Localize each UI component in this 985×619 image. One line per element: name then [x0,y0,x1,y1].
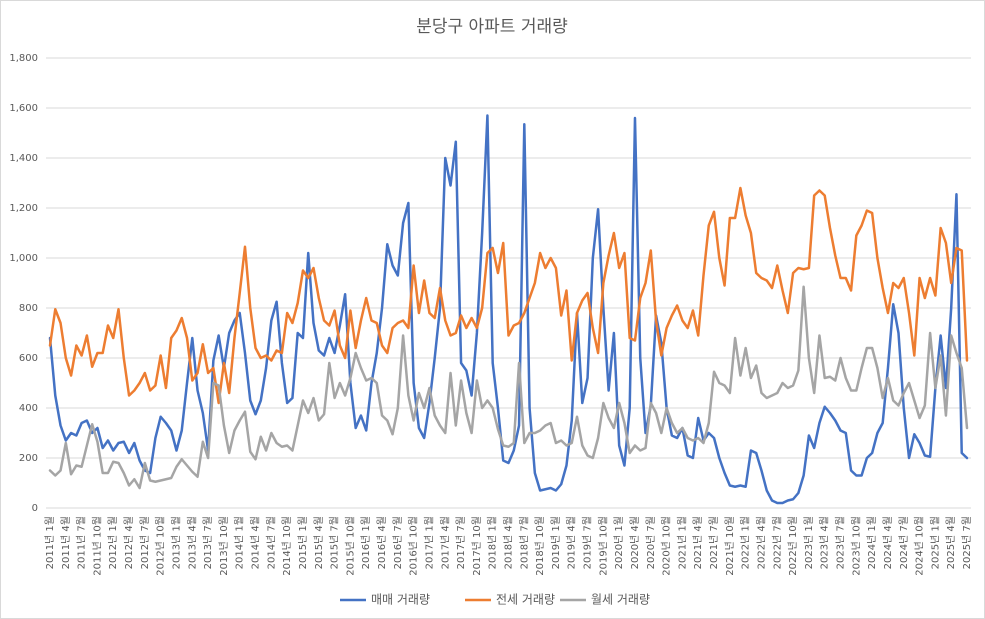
x-tick-label: 2017년 7월 [455,516,467,569]
x-tick-label: 2023년 1월 [803,516,815,569]
x-tick-label: 2014년 1월 [234,516,246,569]
x-tick-label: 2022년 1월 [740,516,752,569]
x-tick-label: 2024년 7월 [898,516,910,569]
legend-label: 매매 거래량 [371,593,430,607]
y-tick-label: 1,200 [9,203,38,214]
x-tick-label: 2015년 10월 [344,516,356,576]
x-tick-label: 2024년 1월 [866,516,878,569]
x-tick-label: 2025년 7월 [961,516,973,569]
x-tick-label: 2021년 10월 [724,516,736,576]
y-tick-label: 600 [19,353,38,364]
x-tick-label: 2014년 10월 [281,516,293,576]
x-tick-label: 2018년 4월 [503,516,515,569]
x-tick-label: 2020년 4월 [629,516,641,569]
x-tick-label: 2017년 4월 [439,516,451,569]
series-line [48,114,969,505]
legend-label: 전세 거래량 [496,593,555,607]
x-tick-label: 2015년 7월 [329,516,341,569]
x-tick-label: 2017년 1월 [423,516,435,569]
y-tick-label: 1,800 [9,53,38,64]
x-tick-label: 2015년 4월 [313,516,325,569]
x-tick-label: 2021년 1월 [676,516,688,569]
x-tick-label: 2021년 7월 [708,516,720,569]
x-tick-label: 2015년 1월 [297,516,309,569]
x-tick-label: 2019년 7월 [582,516,594,569]
chart-title: 분당구 아파트 거래량 [416,17,568,37]
series-line [48,186,969,405]
x-tick-label: 2023년 7월 [835,516,847,569]
x-tick-label: 2025년 1월 [929,516,941,569]
x-tick-label: 2024년 10월 [914,516,926,576]
x-tick-label: 2019년 4월 [566,516,578,569]
x-tick-label: 2016년 10월 [408,516,420,576]
x-tick-label: 2011년 1월 [44,516,56,569]
x-tick-label: 2011년 10월 [91,516,103,576]
x-tick-label: 2019년 1월 [550,516,562,569]
y-tick-label: 0 [32,503,38,514]
x-tick-label: 2016년 7월 [392,516,404,569]
y-tick-label: 1,000 [9,253,38,264]
x-tick-label: 2022년 7월 [771,516,783,569]
series-line [48,285,969,490]
x-tick-label: 2022년 4월 [755,516,767,569]
y-tick-label: 400 [19,403,38,414]
x-tick-label: 2014년 7월 [265,516,277,569]
y-tick-label: 1,600 [9,103,38,114]
x-tick-label: 2013년 1월 [170,516,182,569]
x-tick-label: 2014년 4월 [250,516,262,569]
y-tick-label: 1,400 [9,153,38,164]
y-tick-label: 200 [19,453,38,464]
x-tick-label: 2012년 1월 [107,516,119,569]
x-tick-label: 2019년 10월 [597,516,609,576]
x-tick-label: 2017년 10월 [471,516,483,576]
x-tick-label: 2018년 7월 [518,516,530,569]
legend-label: 월세 거래량 [591,593,650,607]
x-tick-label: 2024년 4월 [882,516,894,569]
x-tick-label: 2018년 1월 [487,516,499,569]
x-tick-label: 2025년 4월 [945,516,957,569]
x-tick-label: 2020년 7월 [645,516,657,569]
x-tick-label: 2012년 7월 [139,516,151,569]
x-tick-label: 2023년 10월 [850,516,862,576]
x-tick-label: 2013년 4월 [186,516,198,569]
x-tick-label: 2016년 1월 [360,516,372,569]
x-tick-label: 2021년 4월 [692,516,704,569]
x-tick-label: 2013년 10월 [218,516,230,576]
x-tick-label: 2011년 4월 [60,516,72,569]
x-tick-label: 2018년 10월 [534,516,546,576]
y-tick-label: 800 [19,303,38,314]
x-tick-label: 2016년 4월 [376,516,388,569]
x-tick-label: 2022년 10월 [787,516,799,576]
x-tick-label: 2020년 1월 [613,516,625,569]
x-tick-label: 2020년 10월 [661,516,673,576]
x-tick-label: 2013년 7월 [202,516,214,569]
x-tick-label: 2012년 10월 [155,516,167,576]
x-tick-label: 2011년 7월 [76,516,88,569]
x-tick-label: 2012년 4월 [123,516,135,569]
x-tick-label: 2023년 4월 [819,516,831,569]
